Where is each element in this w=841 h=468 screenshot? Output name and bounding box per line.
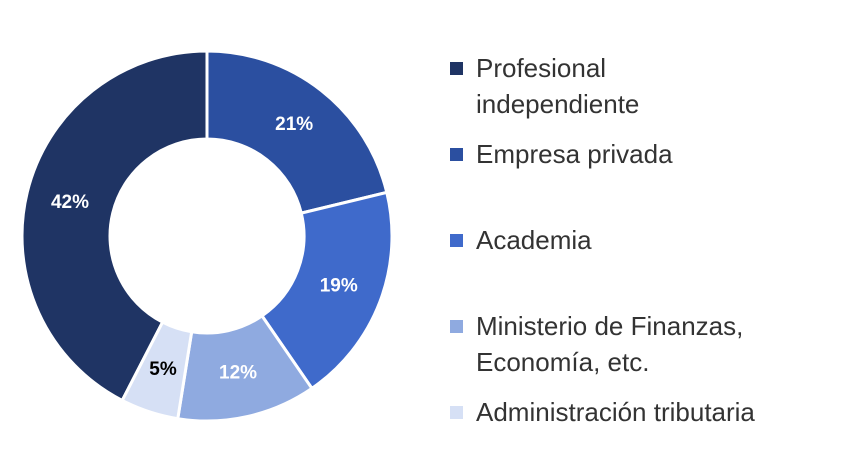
legend-label: Profesional independiente <box>476 53 640 119</box>
legend-swatch <box>450 62 463 75</box>
data-label: 19% <box>320 275 358 296</box>
data-label: 42% <box>51 192 89 213</box>
legend-swatch <box>450 148 463 161</box>
data-label: 5% <box>149 359 177 380</box>
donut-slice <box>120 320 194 421</box>
legend-label: Administración tributaria <box>476 397 755 427</box>
legend-swatch <box>450 406 463 419</box>
donut: 42% 21% 19% 12% 5% <box>20 49 394 423</box>
legend-swatch <box>450 234 463 247</box>
donut-slice <box>205 49 389 215</box>
legend-label: Ministerio de Finanzas, Economía, etc. <box>476 311 744 377</box>
data-label: 21% <box>275 114 313 135</box>
donut-slice <box>259 190 394 391</box>
data-label: 12% <box>219 363 257 384</box>
legend-label: Empresa privada <box>476 139 673 169</box>
legend-swatch <box>450 320 463 333</box>
legend-label: Academia <box>476 225 592 255</box>
donut-slice <box>20 49 209 403</box>
